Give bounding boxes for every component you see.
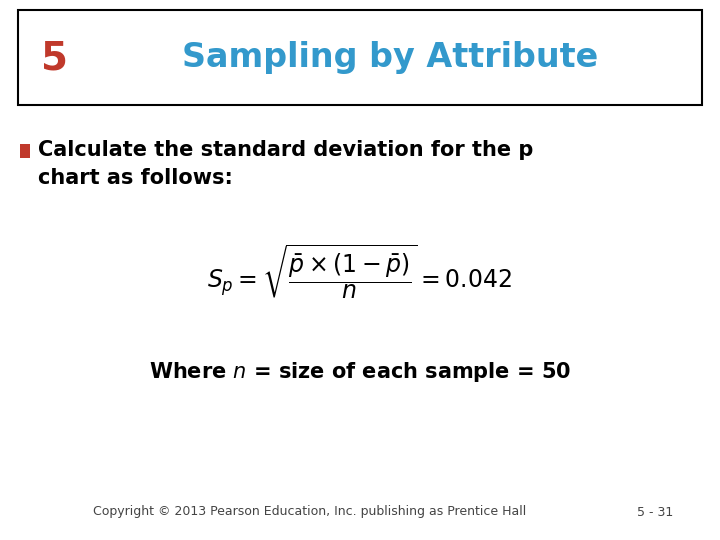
Text: $S_p = \sqrt{\dfrac{\bar{p}\times(1-\bar{p})}{n}} = 0.042$: $S_p = \sqrt{\dfrac{\bar{p}\times(1-\bar… — [207, 242, 513, 302]
Text: Sampling by Attribute: Sampling by Attribute — [182, 42, 598, 75]
Text: Calculate the standard deviation for the p: Calculate the standard deviation for the… — [38, 140, 534, 160]
Text: Where $\mathit{n}$ = size of each sample = 50: Where $\mathit{n}$ = size of each sample… — [149, 360, 571, 384]
Text: chart as follows:: chart as follows: — [38, 168, 233, 188]
Bar — [20, 144, 30, 158]
Text: 5: 5 — [42, 39, 68, 77]
Bar — [18, 10, 702, 105]
Text: 5 - 31: 5 - 31 — [637, 505, 673, 518]
Text: Copyright © 2013 Pearson Education, Inc. publishing as Prentice Hall: Copyright © 2013 Pearson Education, Inc.… — [94, 505, 526, 518]
